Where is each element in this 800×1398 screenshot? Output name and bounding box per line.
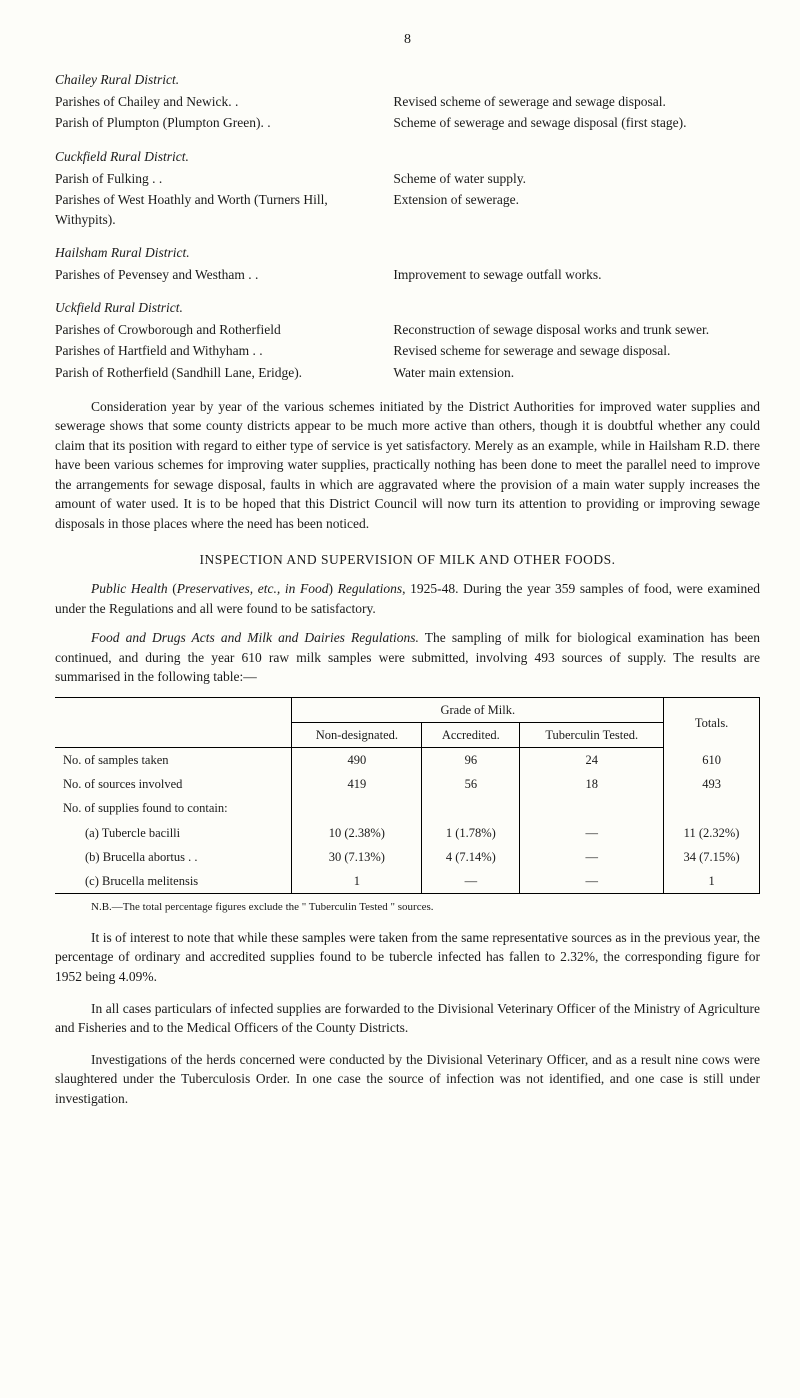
table-cell: 1 bbox=[664, 869, 760, 894]
table-cell: — bbox=[422, 869, 520, 894]
table-row-label: (a) Tubercle bacilli bbox=[55, 821, 292, 845]
district-block: Cuckfield Rural District.Parish of Fulki… bbox=[55, 147, 760, 229]
table-cell bbox=[422, 796, 520, 820]
table-row: No. of samples taken4909624610 bbox=[55, 748, 760, 773]
interest-paragraph: It is of interest to note that while the… bbox=[55, 928, 760, 987]
parish-detail: Extension of sewerage. bbox=[393, 190, 760, 210]
table-row: No. of supplies found to contain: bbox=[55, 796, 760, 820]
table-cell: 24 bbox=[520, 748, 664, 773]
pub-health-i3: Regulations bbox=[338, 581, 403, 596]
parish-row: Parish of Plumpton (Plumpton Green). .Sc… bbox=[55, 113, 760, 133]
district-block: Chailey Rural District.Parishes of Chail… bbox=[55, 70, 760, 133]
table-row-label: No. of samples taken bbox=[55, 748, 292, 773]
pub-health-p2: ) bbox=[329, 581, 338, 596]
table-cell: 1 (1.78%) bbox=[422, 821, 520, 845]
districts-section: Chailey Rural District.Parishes of Chail… bbox=[55, 70, 760, 382]
table-sub-nd: Non-designated. bbox=[292, 723, 422, 748]
table-cell: 490 bbox=[292, 748, 422, 773]
parish-row: Parishes of West Hoathly and Worth (Turn… bbox=[55, 190, 760, 229]
parish-name: Parishes of Hartfield and Withyham . . bbox=[55, 341, 393, 361]
table-row: (c) Brucella melitensis1——1 bbox=[55, 869, 760, 894]
pub-health-i1: Public Health bbox=[91, 581, 168, 596]
table-cell: 56 bbox=[422, 772, 520, 796]
parish-row: Parishes of Pevensey and Westham . .Impr… bbox=[55, 265, 760, 285]
table-cell bbox=[292, 796, 422, 820]
parish-detail: Scheme of sewerage and sewage disposal (… bbox=[393, 113, 760, 133]
milk-table: Grade of Milk. Totals. Non-designated. A… bbox=[55, 697, 760, 894]
table-cell: 419 bbox=[292, 772, 422, 796]
table-cell: — bbox=[520, 821, 664, 845]
table-grade-header: Grade of Milk. bbox=[292, 697, 664, 722]
public-health-paragraph: Public Health (Preservatives, etc., in F… bbox=[55, 579, 760, 618]
district-block: Uckfield Rural District.Parishes of Crow… bbox=[55, 298, 760, 382]
table-cell: 30 (7.13%) bbox=[292, 845, 422, 869]
parish-name: Parishes of West Hoathly and Worth (Turn… bbox=[55, 190, 393, 229]
table-row-label: (c) Brucella melitensis bbox=[55, 869, 292, 894]
table-cell: 4 (7.14%) bbox=[422, 845, 520, 869]
parish-name: Parish of Fulking . . bbox=[55, 169, 393, 189]
district-heading: Hailsham Rural District. bbox=[55, 243, 760, 263]
table-sub-tt: Tuberculin Tested. bbox=[520, 723, 664, 748]
table-row: (b) Brucella abortus . .30 (7.13%)4 (7.1… bbox=[55, 845, 760, 869]
parish-row: Parishes of Hartfield and Withyham . .Re… bbox=[55, 341, 760, 361]
table-cell: 610 bbox=[664, 748, 760, 773]
table-cell: 11 (2.32%) bbox=[664, 821, 760, 845]
parish-row: Parish of Rotherfield (Sandhill Lane, Er… bbox=[55, 363, 760, 383]
table-row-label: No. of supplies found to contain: bbox=[55, 796, 292, 820]
table-blank-header bbox=[55, 697, 292, 722]
table-sub-blank bbox=[55, 723, 292, 748]
table-cell: 34 (7.15%) bbox=[664, 845, 760, 869]
parish-detail: Reconstruction of sewage disposal works … bbox=[393, 320, 760, 340]
table-cell: 96 bbox=[422, 748, 520, 773]
consideration-paragraph: Consideration year by year of the variou… bbox=[55, 397, 760, 534]
table-cell: 493 bbox=[664, 772, 760, 796]
parish-row: Parishes of Crowborough and RotherfieldR… bbox=[55, 320, 760, 340]
parish-detail: Water main extension. bbox=[393, 363, 760, 383]
table-row-label: No. of sources involved bbox=[55, 772, 292, 796]
parish-row: Parishes of Chailey and Newick. .Revised… bbox=[55, 92, 760, 112]
section-heading-milk: INSPECTION AND SUPERVISION OF MILK AND O… bbox=[55, 550, 760, 570]
parish-name: Parishes of Crowborough and Rotherfield bbox=[55, 320, 393, 340]
nb-note: N.B.—The total percentage figures exclud… bbox=[55, 900, 760, 916]
table-cell: 1 bbox=[292, 869, 422, 894]
parish-name: Parishes of Chailey and Newick. . bbox=[55, 92, 393, 112]
parish-name: Parishes of Pevensey and Westham . . bbox=[55, 265, 393, 285]
parish-name: Parish of Rotherfield (Sandhill Lane, Er… bbox=[55, 363, 393, 383]
table-cell bbox=[520, 796, 664, 820]
table-cell: 10 (2.38%) bbox=[292, 821, 422, 845]
district-heading: Uckfield Rural District. bbox=[55, 298, 760, 318]
parish-name: Parish of Plumpton (Plumpton Green). . bbox=[55, 113, 393, 133]
district-heading: Cuckfield Rural District. bbox=[55, 147, 760, 167]
parish-detail: Revised scheme of sewerage and sewage di… bbox=[393, 92, 760, 112]
table-cell: 18 bbox=[520, 772, 664, 796]
parish-detail: Scheme of water supply. bbox=[393, 169, 760, 189]
investigations-paragraph: Investigations of the herds concerned we… bbox=[55, 1050, 760, 1109]
pub-health-p1: ( bbox=[168, 581, 177, 596]
food-drugs-i: Food and Drugs Acts and Milk and Dairies… bbox=[91, 630, 419, 645]
particulars-paragraph: In all cases particulars of infected sup… bbox=[55, 999, 760, 1038]
parish-row: Parish of Fulking . .Scheme of water sup… bbox=[55, 169, 760, 189]
table-cell: — bbox=[520, 869, 664, 894]
district-heading: Chailey Rural District. bbox=[55, 70, 760, 90]
pub-health-i2: Preservatives, etc., in Food bbox=[177, 581, 329, 596]
table-row: No. of sources involved4195618493 bbox=[55, 772, 760, 796]
table-cell bbox=[664, 796, 760, 820]
district-block: Hailsham Rural District.Parishes of Peve… bbox=[55, 243, 760, 284]
table-row-label: (b) Brucella abortus . . bbox=[55, 845, 292, 869]
table-sub-ac: Accredited. bbox=[422, 723, 520, 748]
food-drugs-paragraph: Food and Drugs Acts and Milk and Dairies… bbox=[55, 628, 760, 687]
parish-detail: Revised scheme for sewerage and sewage d… bbox=[393, 341, 760, 361]
table-row: (a) Tubercle bacilli10 (2.38%)1 (1.78%)—… bbox=[55, 821, 760, 845]
table-cell: — bbox=[520, 845, 664, 869]
parish-detail: Improvement to sewage outfall works. bbox=[393, 265, 760, 285]
table-totals-header: Totals. bbox=[664, 697, 760, 747]
page-number: 8 bbox=[55, 30, 760, 50]
